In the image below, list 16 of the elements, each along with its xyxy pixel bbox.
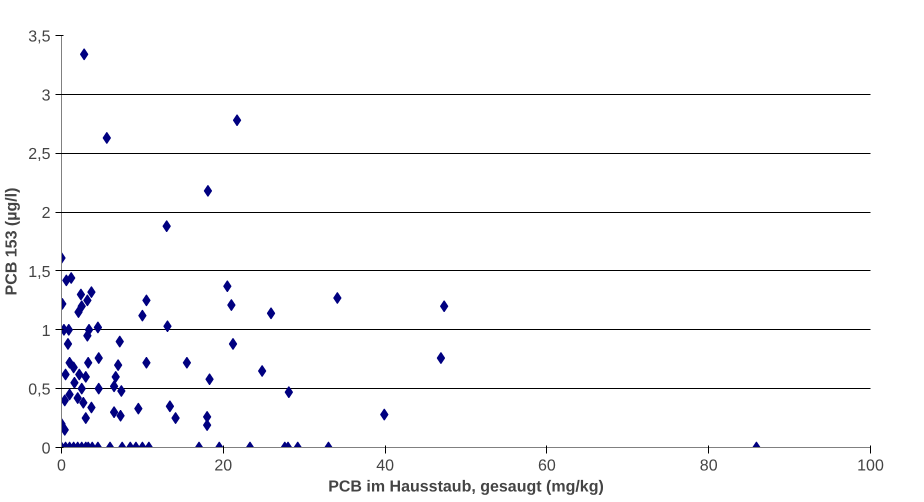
x-tick-label: 0 xyxy=(57,458,66,474)
y-tick-label: 3 xyxy=(42,87,51,104)
y-tick-label: 1,5 xyxy=(28,264,51,281)
x-tick-label: 20 xyxy=(214,458,232,474)
x-tick-label: 40 xyxy=(376,458,394,474)
y-tick-label: 0 xyxy=(42,440,51,458)
y-tick-label: 3,5 xyxy=(28,28,51,46)
y-tick-label: 2 xyxy=(42,205,51,222)
y-tick-label: 0,5 xyxy=(28,382,51,399)
y-tick-label: 1 xyxy=(42,322,51,340)
x-tick-label: 80 xyxy=(700,458,718,474)
x-axis-title: PCB im Hausstaub, gesaugt (mg/kg) xyxy=(328,478,604,496)
x-tick-label: 100 xyxy=(857,458,884,474)
y-axis-title: PCB 153 (µg/l) xyxy=(3,188,20,296)
y-tick-label: 2,5 xyxy=(28,146,51,164)
x-tick-label: 60 xyxy=(538,458,556,474)
